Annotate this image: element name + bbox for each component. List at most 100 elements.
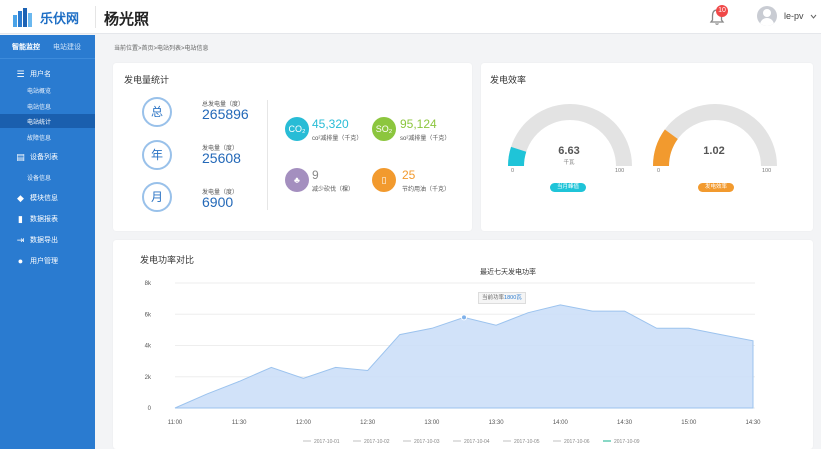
tooltip-prefix: 当前功率 xyxy=(482,295,505,301)
legend-entry[interactable]: 2017-10-04 xyxy=(464,439,490,445)
chevron-down-icon[interactable] xyxy=(810,13,817,20)
gauge-efficiency-value: 1.02 xyxy=(703,145,725,157)
gauge-peak-max: 100 xyxy=(615,168,625,174)
oil-value: 25 xyxy=(402,168,416,182)
sidebar-group-label: 数据报表 xyxy=(30,216,58,223)
sidebar-group-reports[interactable]: ▮ 数据报表 xyxy=(0,212,95,226)
chart-title: 最近七天发电功率 xyxy=(480,267,536,276)
sidebar-group-label: 用户名 xyxy=(30,71,51,78)
co2-value: 45,320 xyxy=(312,117,349,131)
sidebar-group-label: 用户管理 xyxy=(30,258,58,265)
breadcrumb: 当前位置>首页>电站列表>电站信息 xyxy=(114,46,209,52)
power-title: 发电功率对比 xyxy=(140,255,195,265)
sidebar-group-devices[interactable]: ▤ 设备列表 xyxy=(0,150,95,164)
export-icon: ⇥ xyxy=(16,234,25,245)
page-title: 杨光照 xyxy=(104,11,150,28)
gauge-efficiency-fill xyxy=(653,129,679,167)
x-tick-label: 14:00 xyxy=(553,420,569,426)
app-name: 乐伏网 xyxy=(40,10,80,26)
sidebar-item-station-info[interactable]: 电站信息 xyxy=(27,104,52,111)
logo-icon xyxy=(13,8,32,27)
tree-icon: ♣ xyxy=(285,168,309,192)
x-tick-label: 11:30 xyxy=(232,420,247,426)
top-bar: 乐伏网 杨光照 10 le-pv xyxy=(0,0,821,34)
list-icon: ☰ xyxy=(16,68,25,79)
x-tick-label: 13:00 xyxy=(424,420,440,426)
app-logo[interactable]: 乐伏网 xyxy=(0,0,95,34)
gauge-efficiency-min: 0 xyxy=(657,168,661,174)
sidebar-item-faults[interactable]: 故障信息 xyxy=(27,135,52,142)
month-value: 6900 xyxy=(202,194,234,210)
sidebar-tabs: 智能监控 电站建设 xyxy=(0,35,95,59)
sidebar-item-station-stats[interactable]: 电站统计 xyxy=(0,114,95,128)
user-name[interactable]: le-pv xyxy=(784,11,804,21)
total-badge: 总 xyxy=(142,97,172,127)
sidebar-group-label: 模块信息 xyxy=(30,195,58,202)
year-value: 25608 xyxy=(202,150,241,166)
chart-tooltip: 当前功率1800瓦 xyxy=(478,292,526,304)
sidebar-item-device-info[interactable]: 设备信息 xyxy=(27,175,52,182)
card-divider xyxy=(267,100,268,210)
gauge-peak xyxy=(507,104,632,167)
tab-monitoring[interactable]: 智能监控 xyxy=(12,43,40,51)
sidebar-group-modules[interactable]: ◆ 模块信息 xyxy=(0,191,95,205)
tree-value: 9 xyxy=(312,168,319,182)
bar-chart-icon: ▮ xyxy=(18,213,23,224)
so2-label: so²减排量（千克） xyxy=(400,136,451,142)
y-tick-label: 4k xyxy=(145,344,152,350)
year-badge: 年 xyxy=(142,140,172,170)
gauge-efficiency-label: 发电效率 xyxy=(698,183,734,192)
total-value: 265896 xyxy=(202,106,249,122)
efficiency-title: 发电效率 xyxy=(490,75,527,85)
sidebar-item-overview[interactable]: 电站概览 xyxy=(27,88,52,95)
so2-value: 95,124 xyxy=(400,117,437,131)
y-tick-label: 8k xyxy=(145,281,152,287)
user-icon: ● xyxy=(17,255,24,266)
legend-entry[interactable]: 2017-10-09 xyxy=(614,439,640,445)
header-divider xyxy=(95,6,96,28)
x-tick-label: 12:00 xyxy=(296,420,312,426)
total-label: 总发电量（度） xyxy=(202,102,245,108)
y-tick-label: 6k xyxy=(145,312,152,318)
sidebar-group-label: 数据导出 xyxy=(30,237,58,244)
sidebar-group-label: 设备列表 xyxy=(30,154,58,161)
sidebar-group-users[interactable]: ● 用户管理 xyxy=(0,254,95,268)
sidebar-group-username[interactable]: ☰ 用户名 xyxy=(0,67,95,81)
device-list-icon: ▤ xyxy=(16,151,25,162)
legend-entry[interactable]: 2017-10-06 xyxy=(564,439,590,445)
tab-construction[interactable]: 电站建设 xyxy=(53,43,81,51)
legend-entry[interactable]: 2017-10-03 xyxy=(414,439,440,445)
x-tick-label: 14:30 xyxy=(745,420,761,426)
co2-label: co²减排量（千克） xyxy=(312,136,363,142)
month-label: 发电量（度） xyxy=(202,190,239,196)
year-label: 发电量（度） xyxy=(202,146,239,152)
gauge-efficiency-max: 100 xyxy=(762,168,772,174)
oil-icon: ▯ xyxy=(372,168,396,192)
legend-entry[interactable]: 2017-10-05 xyxy=(514,439,540,445)
avatar[interactable] xyxy=(757,6,777,26)
highlight-point[interactable] xyxy=(461,314,467,321)
gauge-peak-min: 0 xyxy=(511,168,515,174)
notification-badge: 10 xyxy=(716,5,728,17)
sidebar: 智能监控 电站建设 ☰ 用户名 电站概览 电站信息 电站统计 故障信息 ▤ 设备… xyxy=(0,35,95,449)
x-tick-label: 14:30 xyxy=(617,420,633,426)
oil-label: 节约用油（千克） xyxy=(402,187,451,193)
legend-entry[interactable]: 2017-10-01 xyxy=(314,439,340,445)
gauge-peak-fill xyxy=(507,146,527,167)
gauge-efficiency xyxy=(653,104,777,167)
legend-entry[interactable]: 2017-10-02 xyxy=(364,439,390,445)
co2-icon: CO₂ xyxy=(285,117,309,141)
so2-icon: SO₂ xyxy=(372,117,396,141)
sidebar-group-export[interactable]: ⇥ 数据导出 xyxy=(0,233,95,247)
gauge-peak-unit: 千瓦 xyxy=(563,160,575,166)
y-tick-label: 0 xyxy=(148,406,152,412)
x-tick-label: 15:00 xyxy=(681,420,697,426)
gauge-peak-label: 当月峰值 xyxy=(550,183,586,192)
generation-title: 发电量统计 xyxy=(124,75,170,85)
layers-icon: ◆ xyxy=(17,192,24,203)
power-area xyxy=(174,304,754,409)
tooltip-value: 1800瓦 xyxy=(504,295,522,301)
y-tick-label: 2k xyxy=(145,375,152,381)
x-tick-label: 12:30 xyxy=(360,420,376,426)
x-tick-label: 11:00 xyxy=(168,420,183,426)
